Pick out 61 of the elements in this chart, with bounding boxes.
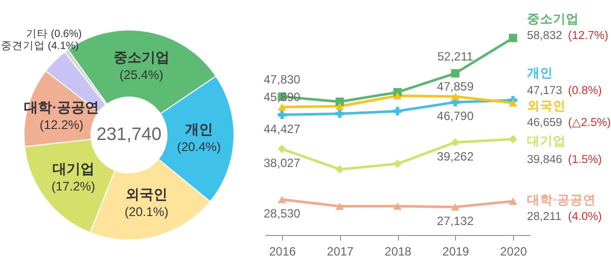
series-label: 개인 bbox=[527, 66, 554, 80]
series-label: 대기업 bbox=[527, 134, 566, 148]
series-label: 대학·공공연 bbox=[527, 193, 596, 208]
point bbox=[336, 102, 344, 110]
x-tick-label: 2016 bbox=[269, 244, 296, 258]
x-tick-label: 2020 bbox=[500, 244, 528, 258]
point bbox=[393, 92, 402, 100]
point bbox=[336, 165, 344, 174]
slice-label: 기타 (0.6%) bbox=[26, 28, 82, 40]
data-label: (25.4%) bbox=[120, 68, 164, 82]
data-label: 44,427 bbox=[264, 122, 301, 136]
slice-label: 개인 bbox=[184, 121, 213, 138]
point bbox=[336, 110, 344, 118]
point bbox=[508, 198, 518, 205]
point bbox=[451, 69, 460, 78]
text: (1.5%) bbox=[568, 154, 602, 166]
data-label: 52,211 bbox=[437, 49, 474, 64]
x-tick-label: 2017 bbox=[326, 244, 354, 258]
point bbox=[393, 160, 402, 168]
point bbox=[336, 98, 344, 106]
text: (△2.5%) bbox=[568, 116, 611, 129]
data-label: 28,530 bbox=[264, 206, 301, 221]
data-label: 39,846 bbox=[527, 154, 562, 166]
series-label: 외국인 bbox=[527, 98, 566, 113]
point bbox=[451, 92, 460, 100]
data-label: 46,790 bbox=[436, 109, 474, 124]
data-label: 47,859 bbox=[436, 80, 474, 94]
data-label: 46,659 bbox=[527, 116, 562, 129]
point bbox=[508, 99, 518, 107]
point bbox=[508, 34, 518, 42]
data-label: 47,830 bbox=[264, 72, 301, 87]
point bbox=[508, 135, 518, 144]
data-label: 39,262 bbox=[436, 149, 474, 164]
point bbox=[336, 202, 344, 210]
data-label: 58,832 bbox=[527, 30, 562, 42]
point bbox=[278, 196, 286, 204]
point bbox=[278, 144, 286, 154]
data-label: 38,027 bbox=[264, 156, 301, 170]
slice-label: 중소기업 bbox=[113, 49, 170, 66]
x-tick-label: 2018 bbox=[384, 244, 412, 258]
data-label: (20.1%) bbox=[124, 204, 168, 219]
point bbox=[278, 103, 286, 111]
data-label: (17.2%) bbox=[51, 179, 96, 194]
point bbox=[451, 138, 460, 147]
point bbox=[451, 203, 460, 211]
text: 231,740 bbox=[96, 124, 162, 144]
data-label: 28,211 bbox=[527, 211, 562, 224]
slice-label: 대기업 bbox=[52, 160, 94, 176]
data-label: (20.4%) bbox=[177, 140, 221, 154]
text: (12.7%) bbox=[568, 30, 608, 42]
text: (0.8%) bbox=[568, 85, 602, 98]
data-label: (12.2%) bbox=[40, 118, 84, 132]
data-label: 27,132 bbox=[436, 214, 474, 228]
x-tick-label: 2019 bbox=[442, 244, 470, 258]
slice-label: 외국인 bbox=[125, 186, 168, 202]
point bbox=[393, 106, 402, 116]
text: (4.0%) bbox=[568, 211, 602, 224]
point bbox=[278, 110, 286, 119]
point bbox=[393, 202, 402, 210]
data-label: 47,173 bbox=[527, 85, 562, 98]
series-label: 중소기업 bbox=[527, 12, 580, 26]
